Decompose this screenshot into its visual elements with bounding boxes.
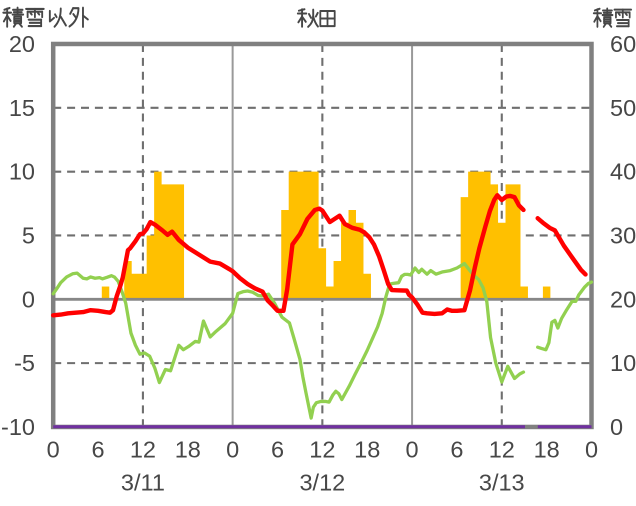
svg-text:10: 10 <box>610 350 636 376</box>
svg-text:3/11: 3/11 <box>121 470 165 496</box>
svg-text:6: 6 <box>92 437 105 463</box>
svg-text:30: 30 <box>610 222 636 248</box>
svg-text:0: 0 <box>226 437 239 463</box>
svg-text:0: 0 <box>22 286 35 312</box>
svg-text:0: 0 <box>47 437 60 463</box>
svg-text:0: 0 <box>406 437 419 463</box>
svg-text:20: 20 <box>9 31 35 57</box>
svg-text:50: 50 <box>610 95 636 121</box>
svg-text:18: 18 <box>534 437 560 463</box>
svg-text:3/12: 3/12 <box>299 470 345 496</box>
svg-text:60: 60 <box>610 31 636 57</box>
svg-text:12: 12 <box>489 437 515 463</box>
svg-text:10: 10 <box>9 159 35 185</box>
svg-text:0: 0 <box>585 437 598 463</box>
svg-text:6: 6 <box>271 437 284 463</box>
svg-text:0: 0 <box>610 414 623 440</box>
svg-text:18: 18 <box>175 437 201 463</box>
svg-text:-10: -10 <box>1 414 35 440</box>
svg-text:5: 5 <box>22 222 35 248</box>
svg-text:12: 12 <box>130 437 156 463</box>
svg-text:3/13: 3/13 <box>479 470 525 496</box>
svg-text:20: 20 <box>610 286 636 312</box>
svg-text:6: 6 <box>450 437 463 463</box>
svg-text:-5: -5 <box>14 350 35 376</box>
svg-text:40: 40 <box>610 159 636 185</box>
svg-text:12: 12 <box>309 437 335 463</box>
svg-text:15: 15 <box>9 95 35 121</box>
svg-text:18: 18 <box>354 437 380 463</box>
